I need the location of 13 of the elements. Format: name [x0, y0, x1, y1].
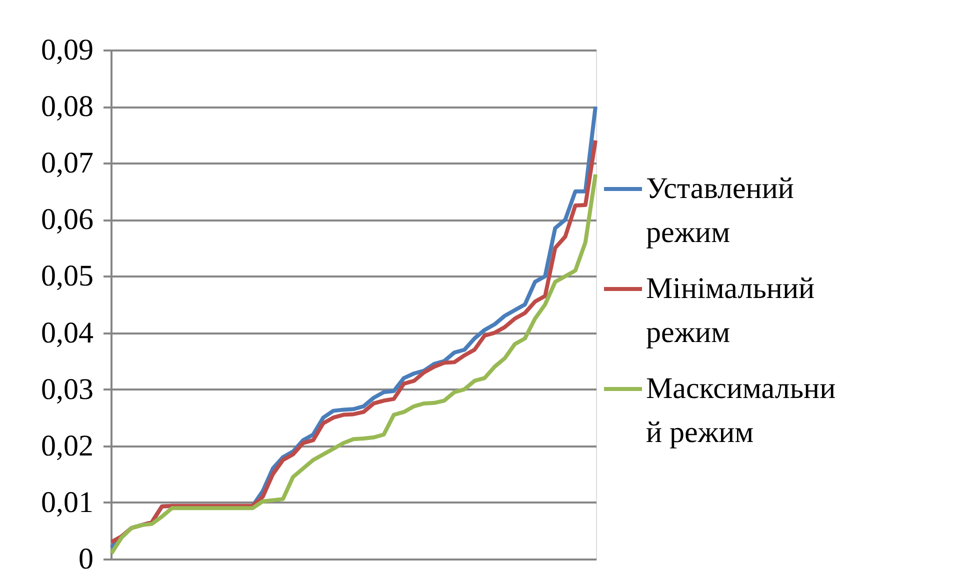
legend-label: Мінімальний режим: [646, 272, 815, 349]
y-tick-label: 0,05: [41, 260, 94, 293]
y-tick-label: 0,08: [41, 90, 94, 124]
y-tick-label: 0,04: [41, 316, 94, 350]
y-tick-label: 0,07: [41, 146, 94, 180]
y-tick-label: 0,03: [41, 372, 94, 406]
y-tick-label: 0,02: [41, 429, 94, 462]
y-tick-label: 0,06: [41, 203, 94, 236]
y-tick-label: 0,01: [41, 486, 94, 519]
y-tick-label: 0: [78, 542, 94, 576]
y-tick-label: 0,09: [41, 34, 94, 66]
legend-label: Уставлений режим: [646, 172, 794, 249]
legend-label: Масксимальний режим: [646, 372, 836, 449]
